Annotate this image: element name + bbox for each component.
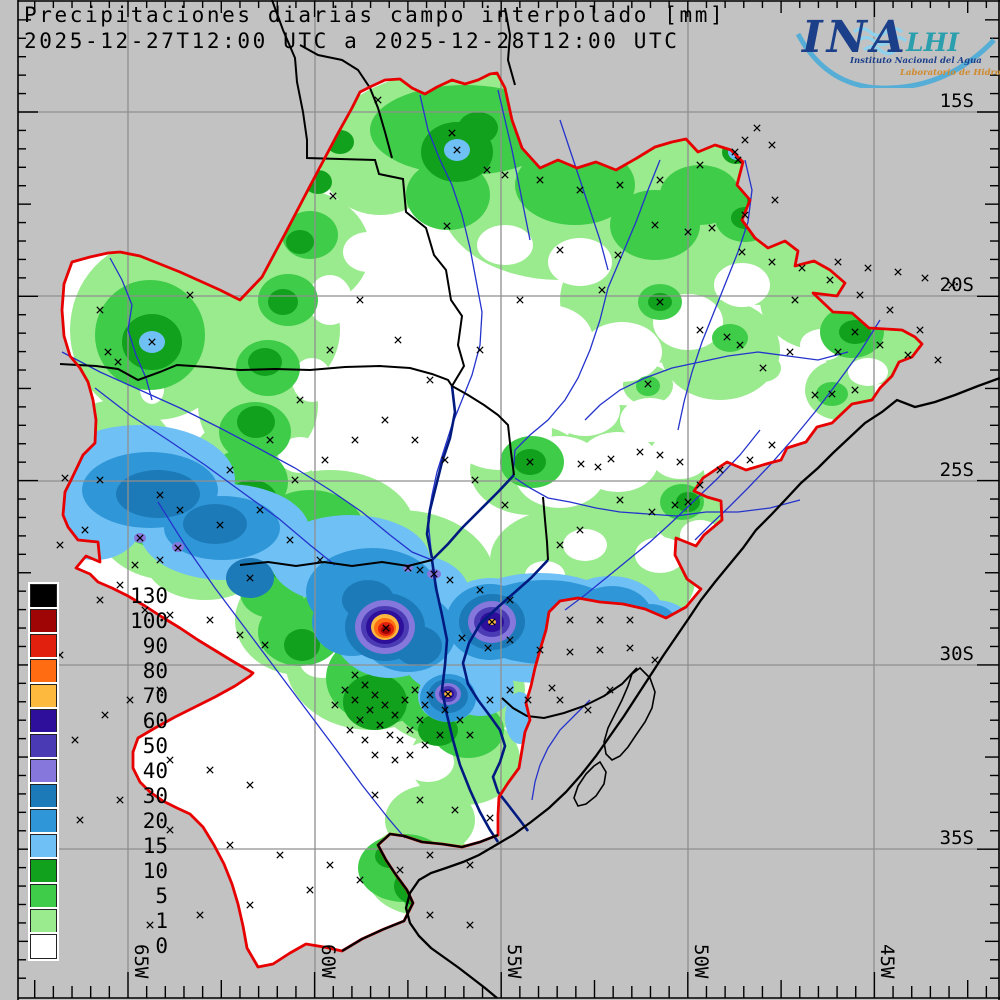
legend-swatch xyxy=(28,782,59,811)
legend-value: 50 xyxy=(142,734,168,758)
axes-frame xyxy=(17,0,1000,1000)
legend-swatch xyxy=(28,582,59,611)
lon-label: 60W xyxy=(317,944,339,979)
legend-swatch xyxy=(28,607,59,636)
logo-lab-name: Laboratorio de Hidrología xyxy=(900,68,1000,78)
legend-value: 30 xyxy=(142,784,168,808)
ina-logo: INA LHI Instituto Nacional del Agua Labo… xyxy=(788,4,1000,88)
title-line2: 2025-12-27T12:00 UTC a 2025-12-28T12:00 … xyxy=(24,29,680,53)
logo-acronym: INA xyxy=(802,12,909,63)
legend-value: 5 xyxy=(155,884,168,908)
legend-value: 70 xyxy=(142,684,168,708)
lat-label: 30S xyxy=(940,643,974,665)
lat-label: 35S xyxy=(940,827,974,849)
lat-label: 20S xyxy=(940,274,974,296)
logo-division: LHI xyxy=(906,28,959,57)
legend-swatch xyxy=(28,882,59,911)
legend-swatch xyxy=(28,832,59,861)
legend-swatch xyxy=(28,732,59,761)
legend-value: 60 xyxy=(142,709,168,733)
legend-swatch xyxy=(28,657,59,686)
legend-swatch xyxy=(28,857,59,886)
legend-swatch xyxy=(28,632,59,661)
legend-value: 0 xyxy=(155,934,168,958)
legend-value: 80 xyxy=(142,659,168,683)
legend-swatch xyxy=(28,932,59,961)
lon-label: 45W xyxy=(876,944,898,979)
lon-label: 65W xyxy=(130,944,152,979)
legend-swatch xyxy=(28,907,59,936)
legend-value: 10 xyxy=(142,859,168,883)
station-markers xyxy=(51,96,956,929)
coastline xyxy=(341,376,1000,999)
legend-value: 1 xyxy=(155,909,168,933)
legend-value: 90 xyxy=(142,634,168,658)
logo-institute-name: Instituto Nacional del Agua xyxy=(850,56,982,66)
title-line1: Precipitaciones diarias campo interpolad… xyxy=(24,3,726,27)
legend-swatch xyxy=(28,682,59,711)
legend-value: 20 xyxy=(142,809,168,833)
lat-label: 25S xyxy=(940,459,974,481)
legend-value: 100 xyxy=(130,609,168,633)
lat-label: 15S xyxy=(940,90,974,112)
country-borders xyxy=(59,0,638,720)
legend-swatch xyxy=(28,757,59,786)
lon-label: 55W xyxy=(503,944,525,979)
logo-swoosh-icon xyxy=(795,26,996,88)
legend-value: 130 xyxy=(130,584,168,608)
rivers xyxy=(61,89,881,843)
map-title: Precipitaciones diarias campo interpolad… xyxy=(24,2,725,54)
axis-labels: 15S 20S 25S 30S 35S 65W 60W 55W 50W 45W xyxy=(130,90,974,979)
legend-value: 40 xyxy=(142,759,168,783)
legend-swatch xyxy=(28,707,59,736)
legend-swatch xyxy=(28,807,59,836)
legend-value: 15 xyxy=(142,834,168,858)
lon-label: 50W xyxy=(690,944,712,979)
